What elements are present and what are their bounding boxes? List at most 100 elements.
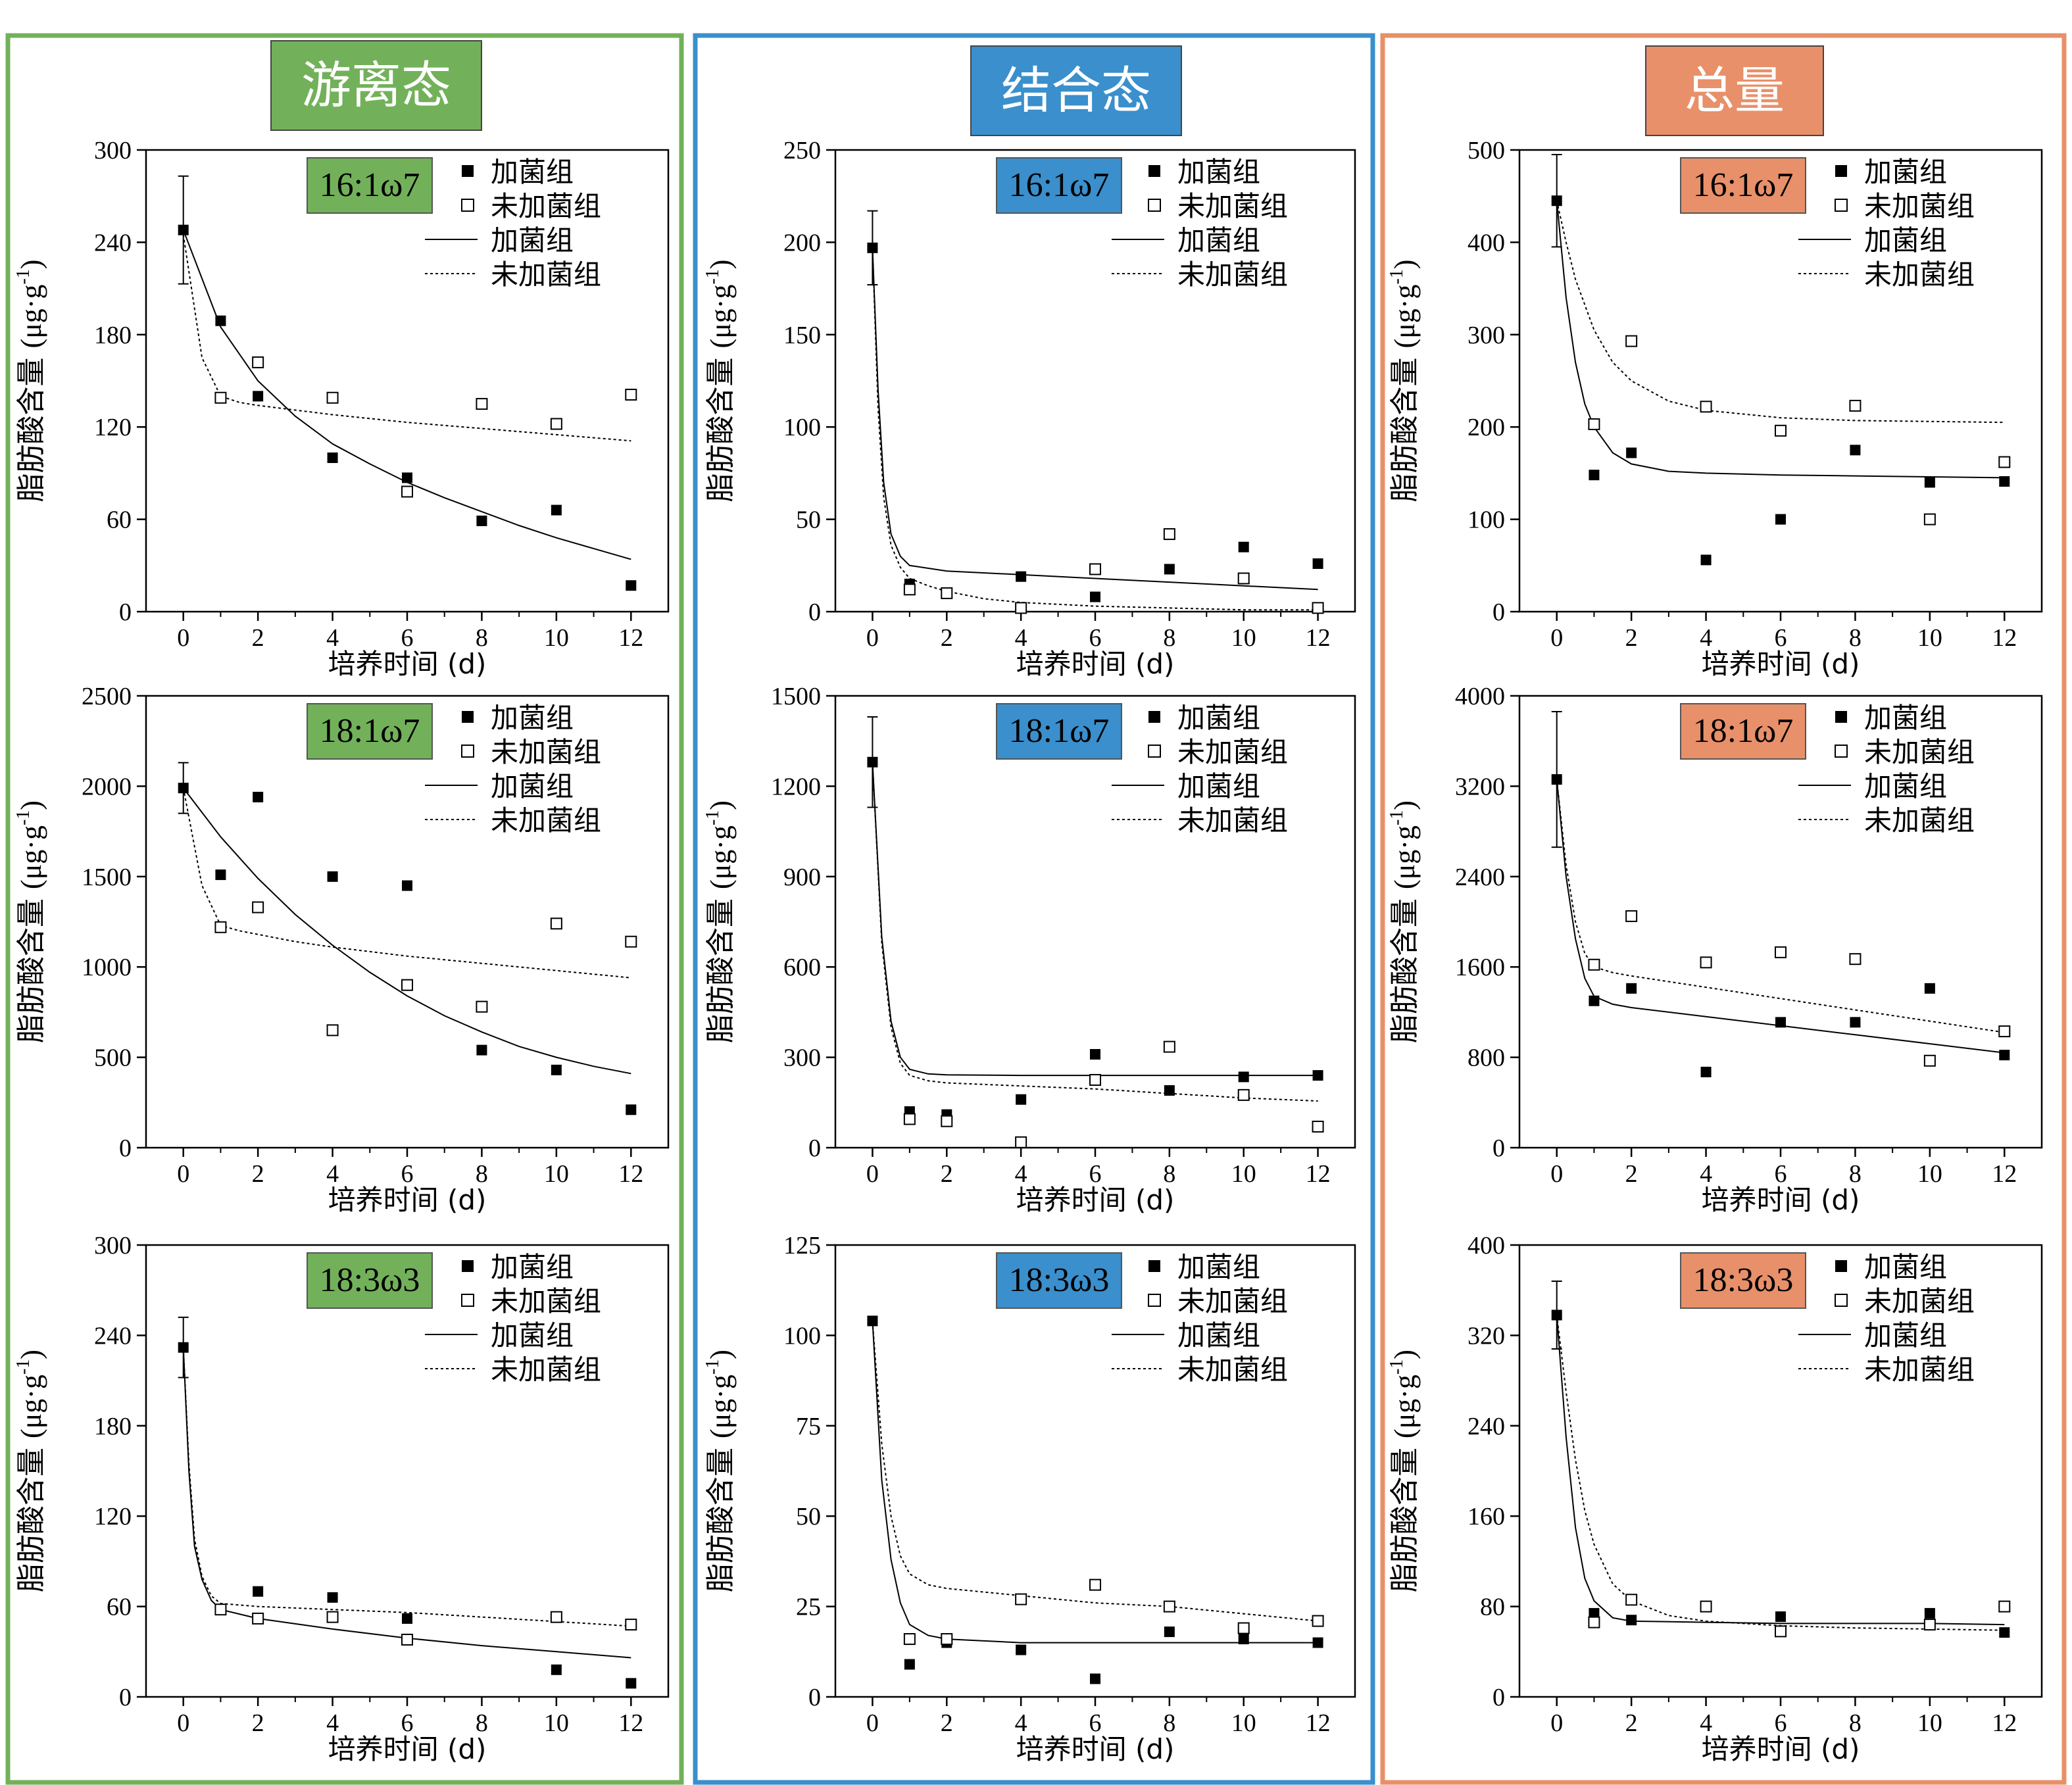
y-tick-label: 200 bbox=[1468, 414, 1505, 441]
panel-bound-1: 0 2 4 6 8 10 12 0 300 600 900 1200 1500 培养时间 (d) 脂肪酸含量… bbox=[703, 683, 1356, 1216]
x-tick-label: 8 bbox=[1849, 1160, 1862, 1188]
y-axis-label: 脂肪酸含量 (μg·g-1) bbox=[13, 1350, 48, 1592]
x-tick-label: 12 bbox=[1306, 1709, 1331, 1737]
data-point-control bbox=[1015, 1593, 1027, 1605]
data-point-inoculated bbox=[1551, 1309, 1562, 1321]
x-tick-label: 4 bbox=[326, 1709, 339, 1737]
y-tick-label: 240 bbox=[1468, 1413, 1505, 1440]
data-point-inoculated bbox=[402, 472, 412, 483]
data-point-control bbox=[1312, 602, 1324, 614]
legend-marker-open bbox=[1835, 199, 1848, 212]
panel-free-1: 0 2 4 6 8 10 12 0 500 1000 1500 2000 2500 培养时间 (d) 脂肪酸… bbox=[13, 683, 670, 1216]
legend-marker-filled bbox=[1148, 711, 1160, 723]
data-point-inoculated bbox=[551, 504, 562, 516]
data-point-inoculated bbox=[1775, 1611, 1786, 1623]
data-point-control bbox=[1700, 1600, 1712, 1613]
data-point-inoculated bbox=[1238, 1634, 1249, 1645]
panel-label-box bbox=[307, 703, 433, 760]
data-point-control bbox=[1312, 1120, 1324, 1133]
x-axis-label: 培养时间 (d) bbox=[1702, 648, 1860, 680]
y-tick-label: 25 bbox=[796, 1594, 821, 1621]
fit-line-control bbox=[872, 247, 1318, 611]
y-tick-label: 320 bbox=[1468, 1322, 1505, 1350]
data-point-control bbox=[1625, 335, 1638, 347]
data-point-inoculated bbox=[1312, 1070, 1323, 1081]
panel-label-box bbox=[307, 157, 433, 214]
y-tick-label: 300 bbox=[94, 137, 132, 164]
data-point-control bbox=[1998, 1025, 2011, 1038]
x-tick-label: 8 bbox=[476, 1709, 488, 1737]
column-frame-bound bbox=[693, 33, 1375, 1785]
data-point-inoculated bbox=[1090, 1049, 1100, 1060]
data-point-control bbox=[941, 1115, 953, 1127]
legend-label: 加菌组 bbox=[1864, 156, 1947, 188]
x-tick-label: 6 bbox=[1089, 1709, 1102, 1737]
data-point-inoculated bbox=[626, 1678, 637, 1689]
y-tick-label: 3200 bbox=[1455, 773, 1505, 800]
data-point-inoculated bbox=[867, 1315, 878, 1327]
data-point-control bbox=[1588, 958, 1600, 971]
y-tick-label: 0 bbox=[119, 1135, 132, 1162]
data-point-control bbox=[1163, 1600, 1175, 1613]
legend-marker-filled bbox=[462, 165, 474, 177]
column-frame-free bbox=[5, 33, 684, 1785]
y-tick-label: 75 bbox=[796, 1413, 821, 1440]
data-point-inoculated bbox=[1850, 1017, 1861, 1028]
panel-label-box bbox=[307, 1252, 433, 1309]
column-title-free: 游离态 bbox=[301, 56, 451, 114]
data-point-inoculated bbox=[551, 1064, 562, 1075]
data-point-inoculated bbox=[476, 515, 487, 526]
x-axis-label: 培养时间 (d) bbox=[1016, 1733, 1175, 1765]
data-point-inoculated bbox=[626, 580, 637, 591]
x-tick-label: 2 bbox=[1625, 624, 1638, 652]
fit-line-inoculated bbox=[872, 762, 1318, 1077]
data-point-control bbox=[1015, 1136, 1027, 1148]
data-point-inoculated bbox=[1626, 447, 1637, 458]
x-tick-label: 8 bbox=[1163, 624, 1175, 652]
x-axis-label: 培养时间 (d) bbox=[1702, 1733, 1860, 1765]
fit-line-inoculated bbox=[1556, 201, 2005, 479]
legend-label: 加菌组 bbox=[1177, 1251, 1260, 1283]
y-tick-label: 0 bbox=[808, 599, 821, 626]
x-tick-label: 12 bbox=[618, 624, 643, 652]
y-tick-label: 100 bbox=[1468, 506, 1505, 534]
data-point-inoculated bbox=[551, 1664, 562, 1675]
data-point-control bbox=[550, 418, 562, 430]
y-tick-label: 120 bbox=[94, 414, 132, 441]
x-tick-label: 12 bbox=[1992, 1160, 2017, 1188]
legend-label: 未加菌组 bbox=[491, 258, 601, 291]
legend-label: 未加菌组 bbox=[491, 736, 601, 768]
legend-label: 加菌组 bbox=[1864, 1319, 1947, 1352]
x-tick-label: 10 bbox=[1917, 1160, 1942, 1188]
legend-marker-open bbox=[1148, 199, 1161, 212]
data-point-control bbox=[476, 1000, 488, 1013]
y-axis-label: 脂肪酸含量 (μg·g-1) bbox=[1387, 1350, 1421, 1592]
y-tick-label: 2400 bbox=[1455, 864, 1505, 891]
data-point-inoculated bbox=[1700, 1066, 1712, 1077]
data-point-control bbox=[1588, 418, 1600, 430]
legend-label: 加菌组 bbox=[1177, 770, 1260, 802]
data-point-control bbox=[1237, 1088, 1250, 1101]
data-point-inoculated bbox=[1589, 995, 1600, 1006]
fit-line-control bbox=[182, 1347, 631, 1627]
data-point-inoculated bbox=[402, 1613, 412, 1624]
data-point-inoculated bbox=[1090, 1673, 1100, 1684]
x-tick-label: 8 bbox=[1849, 624, 1862, 652]
fit-line-inoculated bbox=[872, 1321, 1318, 1644]
panel-label: 18:3ω3 bbox=[1693, 1261, 1794, 1299]
legend-label: 未加菌组 bbox=[1177, 1285, 1288, 1317]
x-tick-label: 10 bbox=[1231, 1709, 1256, 1737]
data-point-control bbox=[1625, 1594, 1638, 1606]
x-tick-label: 6 bbox=[401, 1709, 414, 1737]
legend-label: 未加菌组 bbox=[1177, 190, 1288, 222]
y-axis-label: 脂肪酸含量 (μg·g-1) bbox=[13, 800, 48, 1043]
fit-line-control bbox=[1556, 779, 2005, 1033]
data-point-control bbox=[1237, 1622, 1250, 1634]
legend-marker-open bbox=[1835, 1294, 1848, 1307]
y-tick-label: 120 bbox=[94, 1503, 132, 1530]
column-frame-total bbox=[1380, 33, 2067, 1785]
